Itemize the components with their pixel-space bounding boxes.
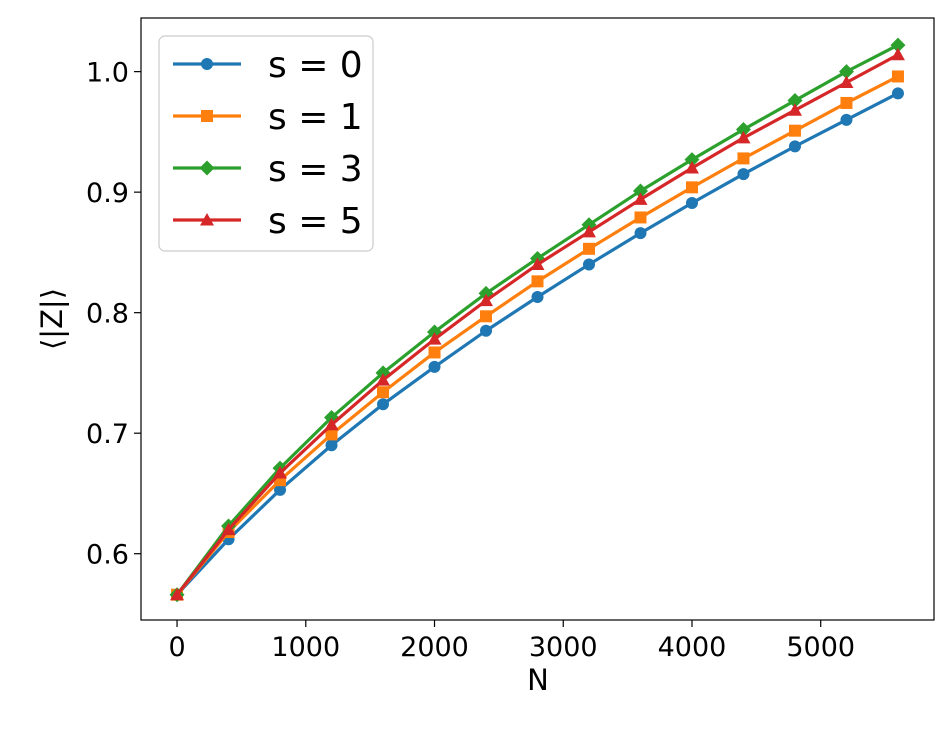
data-point: [634, 211, 647, 224]
x-tick-label: 5000: [786, 632, 855, 663]
data-point: [377, 398, 390, 411]
data-point: [685, 181, 698, 194]
y-tick-label: 0.6: [86, 540, 129, 571]
data-point: [890, 37, 906, 53]
data-point: [531, 275, 544, 288]
data-point: [788, 140, 801, 153]
data-point: [840, 113, 853, 126]
data-point: [634, 227, 647, 240]
data-point: [788, 124, 801, 137]
data-point: [736, 130, 751, 144]
data-point: [735, 121, 751, 137]
legend-marker: [201, 110, 213, 122]
data-point: [274, 483, 287, 496]
data-point: [582, 258, 595, 271]
data-point: [787, 93, 803, 109]
legend-label: s = 5: [268, 201, 363, 242]
legend-marker: [200, 213, 214, 226]
legend-marker: [201, 58, 213, 70]
data-point: [325, 439, 338, 452]
data-point: [633, 192, 648, 205]
data-point: [428, 360, 441, 373]
data-point: [221, 522, 236, 536]
data-point: [787, 103, 802, 116]
legend: s = 0 s = 1 s = 3 s = 5: [158, 35, 374, 252]
x-tick-label: 2000: [400, 632, 469, 663]
y-tick-label: 0.7: [86, 419, 129, 450]
legend-label: s = 1: [268, 97, 363, 138]
data-point: [684, 161, 699, 174]
data-point: [737, 168, 750, 181]
data-point: [480, 310, 493, 323]
data-point: [840, 96, 853, 109]
y-axis-label: ⟨|Z|⟩: [35, 288, 69, 350]
legend-frame: [158, 35, 374, 252]
data-point: [325, 428, 338, 441]
data-point: [838, 64, 854, 80]
legend-entry: s = 0: [173, 45, 363, 86]
x-tick-label: 3000: [529, 632, 598, 663]
data-point: [582, 242, 595, 255]
x-axis-label: N: [527, 663, 549, 697]
data-point: [684, 152, 700, 168]
series-0: [171, 87, 904, 601]
y-tick-label: 1.0: [86, 58, 129, 89]
data-point: [480, 324, 493, 337]
legend-entry: s = 1: [173, 97, 363, 138]
data-point: [376, 373, 391, 386]
legend-entry: s = 3: [173, 149, 363, 190]
data-point: [530, 257, 545, 270]
data-point: [890, 47, 905, 61]
axes: 0 1000 2000 3000 4000 5000 0.6 0.7 0.8 0.9 1.0: [86, 17, 935, 663]
legend-label: s = 3: [268, 149, 363, 190]
plot-area: [169, 37, 906, 603]
legend-entry: s = 5: [173, 201, 363, 242]
data-point: [839, 75, 854, 88]
data-point: [685, 196, 698, 209]
data-point: [170, 587, 185, 601]
x-tick-label: 4000: [658, 632, 727, 663]
series-3: [170, 47, 905, 601]
y-tick-label: 0.9: [86, 178, 129, 209]
data-point: [427, 332, 442, 345]
y-tick-label: 0.8: [86, 299, 129, 330]
data-point: [737, 152, 750, 165]
data-point: [632, 183, 648, 199]
data-point: [891, 87, 904, 100]
data-point: [324, 417, 339, 431]
axes-frame: [140, 17, 935, 621]
legend-label: s = 0: [268, 45, 363, 86]
data-point: [377, 386, 390, 399]
x-tick-label: 1000: [271, 632, 340, 663]
data-point: [581, 224, 596, 238]
data-point: [479, 293, 494, 307]
data-point: [428, 346, 441, 359]
data-point: [273, 465, 288, 479]
data-point: [891, 70, 904, 83]
data-point: [531, 291, 544, 304]
x-tick-label: 0: [168, 632, 185, 663]
legend-marker: [199, 160, 215, 176]
